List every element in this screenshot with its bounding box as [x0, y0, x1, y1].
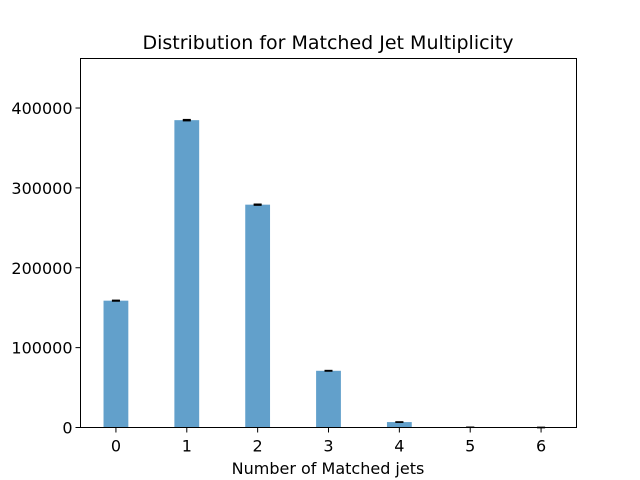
x-tick-label-6: 6	[536, 437, 546, 456]
bars-layer	[103, 120, 554, 428]
x-tick-label-5: 5	[465, 437, 475, 456]
y-tick-label-0: 0	[62, 419, 72, 438]
y-tick-label-2: 200000	[11, 259, 72, 278]
x-axis-title: Number of Matched jets	[232, 459, 425, 478]
y-tick-label-3: 300000	[11, 179, 72, 198]
chart-title: Distribution for Matched Jet Multiplicit…	[142, 32, 513, 54]
x-tick-label-3: 3	[323, 437, 333, 456]
y-tick-label-4: 400000	[11, 99, 72, 118]
bar-0	[103, 300, 129, 428]
x-axis: 0 1 2 3 4 5 6	[111, 427, 546, 456]
bar-4	[386, 422, 412, 428]
bar-2	[245, 204, 271, 428]
x-tick-label-2: 2	[253, 437, 263, 456]
y-tick-label-1: 100000	[11, 339, 72, 358]
x-tick-label-1: 1	[182, 437, 192, 456]
bar-1	[174, 120, 200, 428]
y-axis: 0 100000 200000 300000 400000	[11, 99, 81, 438]
x-tick-label-0: 0	[111, 437, 121, 456]
x-tick-label-4: 4	[394, 437, 404, 456]
bar-3	[316, 370, 341, 428]
